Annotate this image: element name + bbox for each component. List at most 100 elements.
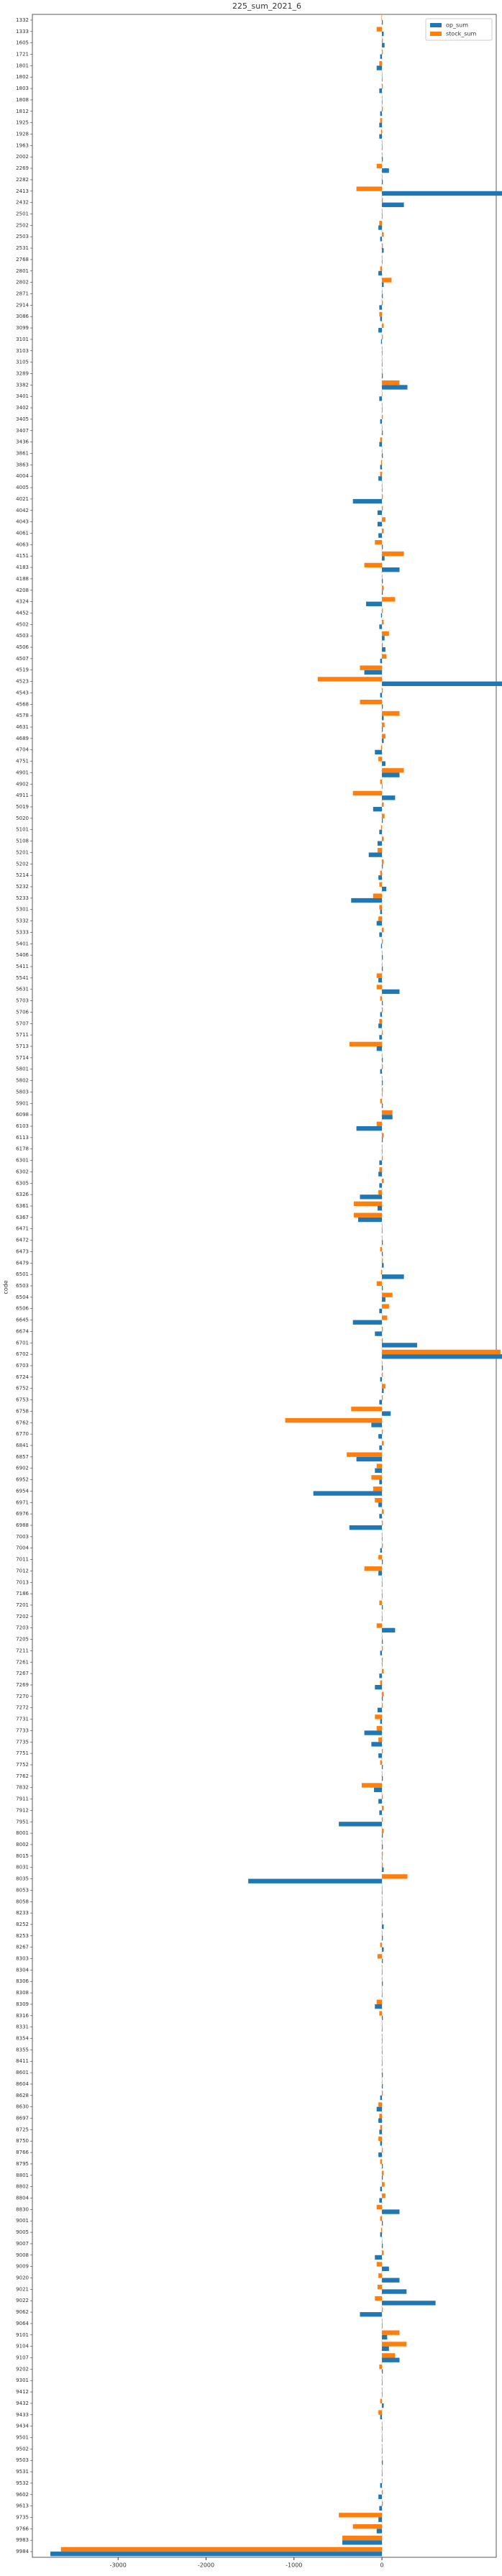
y-tick-label: 9107 bbox=[16, 2355, 29, 2361]
bar bbox=[379, 1514, 383, 1519]
y-tick-label: 6178 bbox=[16, 1146, 29, 1152]
x-tick-label: -2000 bbox=[198, 2562, 214, 2569]
bar bbox=[381, 15, 383, 20]
y-tick-label: 9432 bbox=[16, 2401, 29, 2406]
y-tick-label: 7012 bbox=[16, 1568, 29, 1574]
bar bbox=[382, 2357, 400, 2362]
bar bbox=[382, 1315, 388, 1320]
bar bbox=[382, 1970, 383, 1975]
bar bbox=[380, 909, 383, 915]
bar bbox=[382, 168, 389, 173]
y-tick-label: 5019 bbox=[16, 804, 29, 810]
bar bbox=[382, 2387, 383, 2393]
bar bbox=[379, 88, 383, 93]
bar bbox=[379, 1035, 383, 1040]
bar bbox=[382, 19, 383, 25]
bar bbox=[380, 1247, 383, 1252]
bar bbox=[382, 2050, 383, 2055]
bar bbox=[382, 2034, 383, 2039]
bar bbox=[382, 408, 383, 413]
bar bbox=[382, 1604, 383, 1610]
y-tick-label: 2503 bbox=[16, 234, 29, 239]
y-tick-label: 6301 bbox=[16, 1158, 29, 1164]
bar bbox=[382, 1559, 383, 1564]
y-tick-label: 4324 bbox=[16, 599, 29, 605]
bar bbox=[382, 1543, 383, 1548]
bar bbox=[382, 1110, 393, 1115]
bar bbox=[380, 2483, 383, 2488]
y-tick-label: 6326 bbox=[16, 1192, 29, 1197]
bar bbox=[379, 1183, 383, 1188]
bar bbox=[378, 2410, 383, 2415]
bar bbox=[382, 1976, 383, 1982]
bar bbox=[380, 118, 383, 123]
bar bbox=[382, 1981, 383, 1986]
y-tick-label: 8331 bbox=[16, 2024, 29, 2030]
bar bbox=[382, 2490, 383, 2495]
y-tick-label: 4631 bbox=[16, 724, 29, 730]
y-tick-label: 8053 bbox=[16, 1887, 29, 1893]
y-tick-label: 4704 bbox=[16, 747, 29, 753]
y-tick-label: 7186 bbox=[16, 1591, 29, 1597]
bar bbox=[60, 2547, 383, 2552]
bar bbox=[382, 802, 384, 808]
y-tick-label: 3407 bbox=[16, 428, 29, 434]
bar bbox=[382, 191, 502, 196]
bar bbox=[382, 1896, 383, 1902]
bar bbox=[376, 921, 383, 926]
y-tick-label: 7013 bbox=[16, 1579, 29, 1585]
y-tick-label: 4502 bbox=[16, 621, 29, 627]
bar bbox=[347, 1452, 383, 1457]
bar bbox=[379, 882, 383, 887]
bar bbox=[379, 442, 383, 447]
bar bbox=[382, 453, 383, 458]
bar bbox=[382, 278, 392, 283]
bar bbox=[377, 2285, 383, 2290]
y-tick-label: 9021 bbox=[16, 2286, 29, 2292]
legend-label: op_sum bbox=[446, 22, 468, 29]
bar bbox=[382, 391, 383, 397]
bar bbox=[380, 870, 383, 876]
bar bbox=[382, 2392, 383, 2397]
bar bbox=[380, 779, 383, 785]
bar bbox=[360, 2312, 383, 2317]
y-tick-label: 3863 bbox=[16, 462, 29, 467]
y-tick-label: 9009 bbox=[16, 2264, 29, 2270]
bar bbox=[382, 1577, 383, 1583]
bar bbox=[382, 1828, 384, 1834]
y-tick-label: 9064 bbox=[16, 2321, 29, 2326]
bar bbox=[382, 2221, 383, 2226]
y-tick-label: 6857 bbox=[16, 1454, 29, 1460]
y-tick-label: 3101 bbox=[16, 337, 29, 342]
y-tick-label: 7762 bbox=[16, 1773, 29, 1779]
y-tick-label: 6952 bbox=[16, 1477, 29, 1483]
bar bbox=[382, 928, 384, 933]
bar bbox=[382, 1388, 384, 1394]
bar bbox=[371, 1742, 383, 1747]
bar bbox=[376, 1046, 383, 1051]
bar bbox=[382, 1064, 383, 1069]
bar bbox=[382, 403, 383, 408]
y-tick-label: 6645 bbox=[16, 1317, 29, 1323]
bar bbox=[377, 521, 383, 526]
bar bbox=[382, 1924, 384, 1929]
bar bbox=[382, 784, 383, 789]
bar bbox=[368, 852, 383, 857]
y-tick-label: 6098 bbox=[16, 1112, 29, 1118]
y-tick-label: 7211 bbox=[16, 1648, 29, 1653]
bar bbox=[382, 2455, 383, 2461]
bar bbox=[382, 1696, 383, 1702]
y-tick-label: 6361 bbox=[16, 1203, 29, 1209]
chart-title: 225_sum_2021_6 bbox=[232, 1, 301, 11]
bar bbox=[380, 2414, 383, 2420]
bar bbox=[382, 1646, 383, 1651]
bar bbox=[382, 430, 383, 436]
bar bbox=[382, 2319, 383, 2324]
bar bbox=[380, 996, 383, 1001]
y-tick-label: 9007 bbox=[16, 2241, 29, 2247]
bar bbox=[382, 2426, 383, 2431]
legend-swatch bbox=[430, 32, 442, 36]
y-tick-label: 7267 bbox=[16, 1671, 29, 1676]
bar bbox=[382, 738, 384, 744]
y-tick-label: 4043 bbox=[16, 519, 29, 525]
